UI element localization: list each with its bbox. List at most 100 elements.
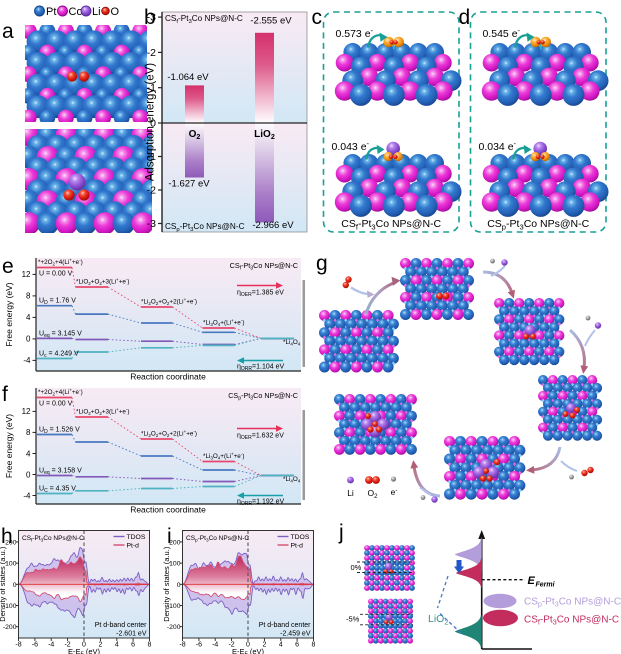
svg-text:-200: -200	[167, 624, 181, 631]
svg-text:ηOER=1.385 eV: ηOER=1.385 eV	[237, 290, 284, 299]
svg-text:8: 8	[26, 428, 31, 437]
svg-text:0.545 e-: 0.545 e-	[483, 26, 521, 40]
svg-text:0%: 0%	[351, 563, 362, 572]
svg-text:UC = 4.35 V: UC = 4.35 V	[39, 486, 76, 495]
svg-text:Li: Li	[347, 488, 354, 498]
svg-text:-2.601 eV: -2.601 eV	[116, 631, 147, 638]
svg-text:LiO2: LiO2	[428, 613, 449, 626]
svg-text:-4: -4	[23, 491, 31, 500]
svg-text:Pt: Pt	[46, 6, 56, 18]
svg-text:0: 0	[150, 118, 156, 130]
svg-text:0: 0	[82, 642, 86, 649]
svg-text:0: 0	[26, 335, 31, 344]
svg-text:h: h	[1, 525, 13, 548]
svg-text:-100: -100	[3, 603, 17, 610]
svg-text:CSp-Pt3Co NPs@N-C: CSp-Pt3Co NPs@N-C	[524, 597, 621, 609]
svg-text:*+2O2+4(Li++e-): *+2O2+4(Li++e-)	[38, 388, 83, 397]
svg-text:CSf-Pt3Co NPs@N-C: CSf-Pt3Co NPs@N-C	[22, 535, 84, 542]
svg-text:0.034 e-: 0.034 e-	[479, 139, 517, 153]
svg-text:-8: -8	[15, 642, 21, 649]
svg-text:*Li4O4: *Li4O4	[283, 476, 301, 483]
svg-text:e-: e-	[391, 487, 398, 497]
svg-text:0: 0	[26, 470, 31, 479]
svg-text:200: 200	[169, 539, 181, 546]
svg-text:CSp-Pt3Co NPs@N-C: CSp-Pt3Co NPs@N-C	[487, 218, 589, 231]
svg-text:-3: -3	[147, 218, 156, 230]
svg-text:Reaction coordinate: Reaction coordinate	[130, 505, 206, 515]
svg-text:100: 100	[5, 561, 17, 568]
svg-text:12: 12	[22, 270, 31, 279]
svg-text:Li: Li	[92, 6, 101, 18]
svg-text:j: j	[338, 521, 344, 544]
svg-text:Adsorption energy (eV): Adsorption energy (eV)	[145, 63, 157, 181]
svg-text:Free energy (eV): Free energy (eV)	[4, 414, 14, 478]
svg-text:12: 12	[22, 407, 31, 416]
svg-text:CSf-Pt3Co NPs@N-C: CSf-Pt3Co NPs@N-C	[230, 261, 298, 272]
svg-text:U = 0.00 V: U = 0.00 V	[39, 271, 73, 278]
svg-text:Pt-d: Pt-d	[291, 543, 304, 550]
svg-text:O2: O2	[189, 129, 201, 141]
svg-text:e: e	[2, 255, 14, 278]
svg-text:4: 4	[26, 313, 31, 322]
svg-text:O: O	[111, 6, 120, 18]
svg-text:4: 4	[115, 642, 119, 649]
svg-text:UD = 1.526 V: UD = 1.526 V	[39, 427, 80, 436]
svg-text:ηORR=1.192 eV: ηORR=1.192 eV	[237, 499, 284, 508]
svg-text:-3: -3	[147, 12, 156, 24]
svg-text:-4: -4	[48, 642, 54, 649]
svg-text:Ueq = 3.158 V: Ueq = 3.158 V	[39, 467, 82, 476]
svg-text:E-EF (eV): E-EF (eV)	[232, 647, 265, 654]
svg-text:-1.064 eV: -1.064 eV	[167, 72, 209, 83]
svg-text:Ueq = 3.145 V: Ueq = 3.145 V	[39, 330, 82, 339]
svg-text:CSp-Pt3Co NPs@N-C: CSp-Pt3Co NPs@N-C	[165, 222, 245, 233]
svg-text:Co: Co	[69, 6, 83, 18]
svg-text:6: 6	[295, 642, 299, 649]
svg-text:ηORR=1.104 eV: ηORR=1.104 eV	[237, 364, 284, 373]
svg-text:-2.966 eV: -2.966 eV	[252, 220, 294, 231]
svg-text:-4: -4	[23, 356, 31, 365]
svg-text:-1: -1	[147, 82, 156, 94]
svg-text:0.043 e-: 0.043 e-	[332, 139, 370, 153]
svg-text:Free energy (eV): Free energy (eV)	[4, 282, 14, 346]
svg-text:-2.555 eV: -2.555 eV	[250, 16, 292, 27]
svg-text:TDOS: TDOS	[291, 534, 310, 541]
svg-text:*Li3O4+(Li++e-): *Li3O4+(Li++e-)	[203, 452, 244, 461]
svg-text:-200: -200	[3, 624, 17, 631]
svg-text:Pt d-band center: Pt d-band center	[95, 622, 147, 629]
svg-text:Reaction coordinate: Reaction coordinate	[130, 372, 206, 382]
svg-text:*LiO2+O2+3(Li++e-): *LiO2+O2+3(Li++e-)	[76, 277, 129, 286]
svg-text:CSp-Pt3Co NPs@N-C: CSp-Pt3Co NPs@N-C	[228, 391, 298, 402]
svg-text:CSp-Pt3Co NPs@N-C: CSp-Pt3Co NPs@N-C	[186, 535, 249, 542]
svg-text:U = 0.00 V: U = 0.00 V	[39, 401, 73, 408]
svg-text:*LiO2+O2+3(Li++e-): *LiO2+O2+3(Li++e-)	[76, 407, 129, 416]
svg-text:Fermi: Fermi	[536, 582, 556, 589]
svg-text:g: g	[316, 252, 328, 275]
svg-text:-2: -2	[147, 47, 156, 59]
svg-text:2: 2	[262, 642, 266, 649]
svg-text:-4: -4	[212, 642, 218, 649]
svg-text:f: f	[2, 383, 8, 406]
svg-text:0: 0	[177, 582, 181, 589]
svg-text:*Li2O2+O2+2(Li++e-): *Li2O2+O2+2(Li++e-)	[141, 297, 197, 306]
svg-text:E: E	[528, 575, 536, 587]
svg-text:-100: -100	[167, 603, 181, 610]
svg-text:O2: O2	[367, 488, 378, 500]
svg-text:0.573 e-: 0.573 e-	[336, 26, 374, 40]
svg-text:-1.627 eV: -1.627 eV	[168, 179, 210, 190]
svg-text:Uc = 4.249 V: Uc = 4.249 V	[39, 351, 79, 360]
svg-text:200: 200	[5, 539, 17, 546]
svg-text:100: 100	[169, 561, 181, 568]
svg-text:8: 8	[26, 292, 31, 301]
svg-text:CSf-Pt3Co NPs@N-C: CSf-Pt3Co NPs@N-C	[341, 218, 441, 231]
svg-text:*+2O2+4(Li++e-): *+2O2+4(Li++e-)	[38, 258, 83, 267]
svg-text:8: 8	[148, 642, 152, 649]
svg-text:b: b	[144, 6, 156, 29]
svg-text:-2: -2	[147, 185, 156, 197]
svg-text:TDOS: TDOS	[127, 534, 146, 541]
svg-text:CSf-Pt3Co NPs@N-C: CSf-Pt3Co NPs@N-C	[165, 14, 243, 25]
svg-text:0: 0	[13, 582, 17, 589]
svg-text:0: 0	[246, 642, 250, 649]
svg-text:4: 4	[26, 449, 31, 458]
svg-text:*Li4O4: *Li4O4	[283, 339, 301, 346]
svg-text:-2.459 eV: -2.459 eV	[280, 631, 311, 638]
